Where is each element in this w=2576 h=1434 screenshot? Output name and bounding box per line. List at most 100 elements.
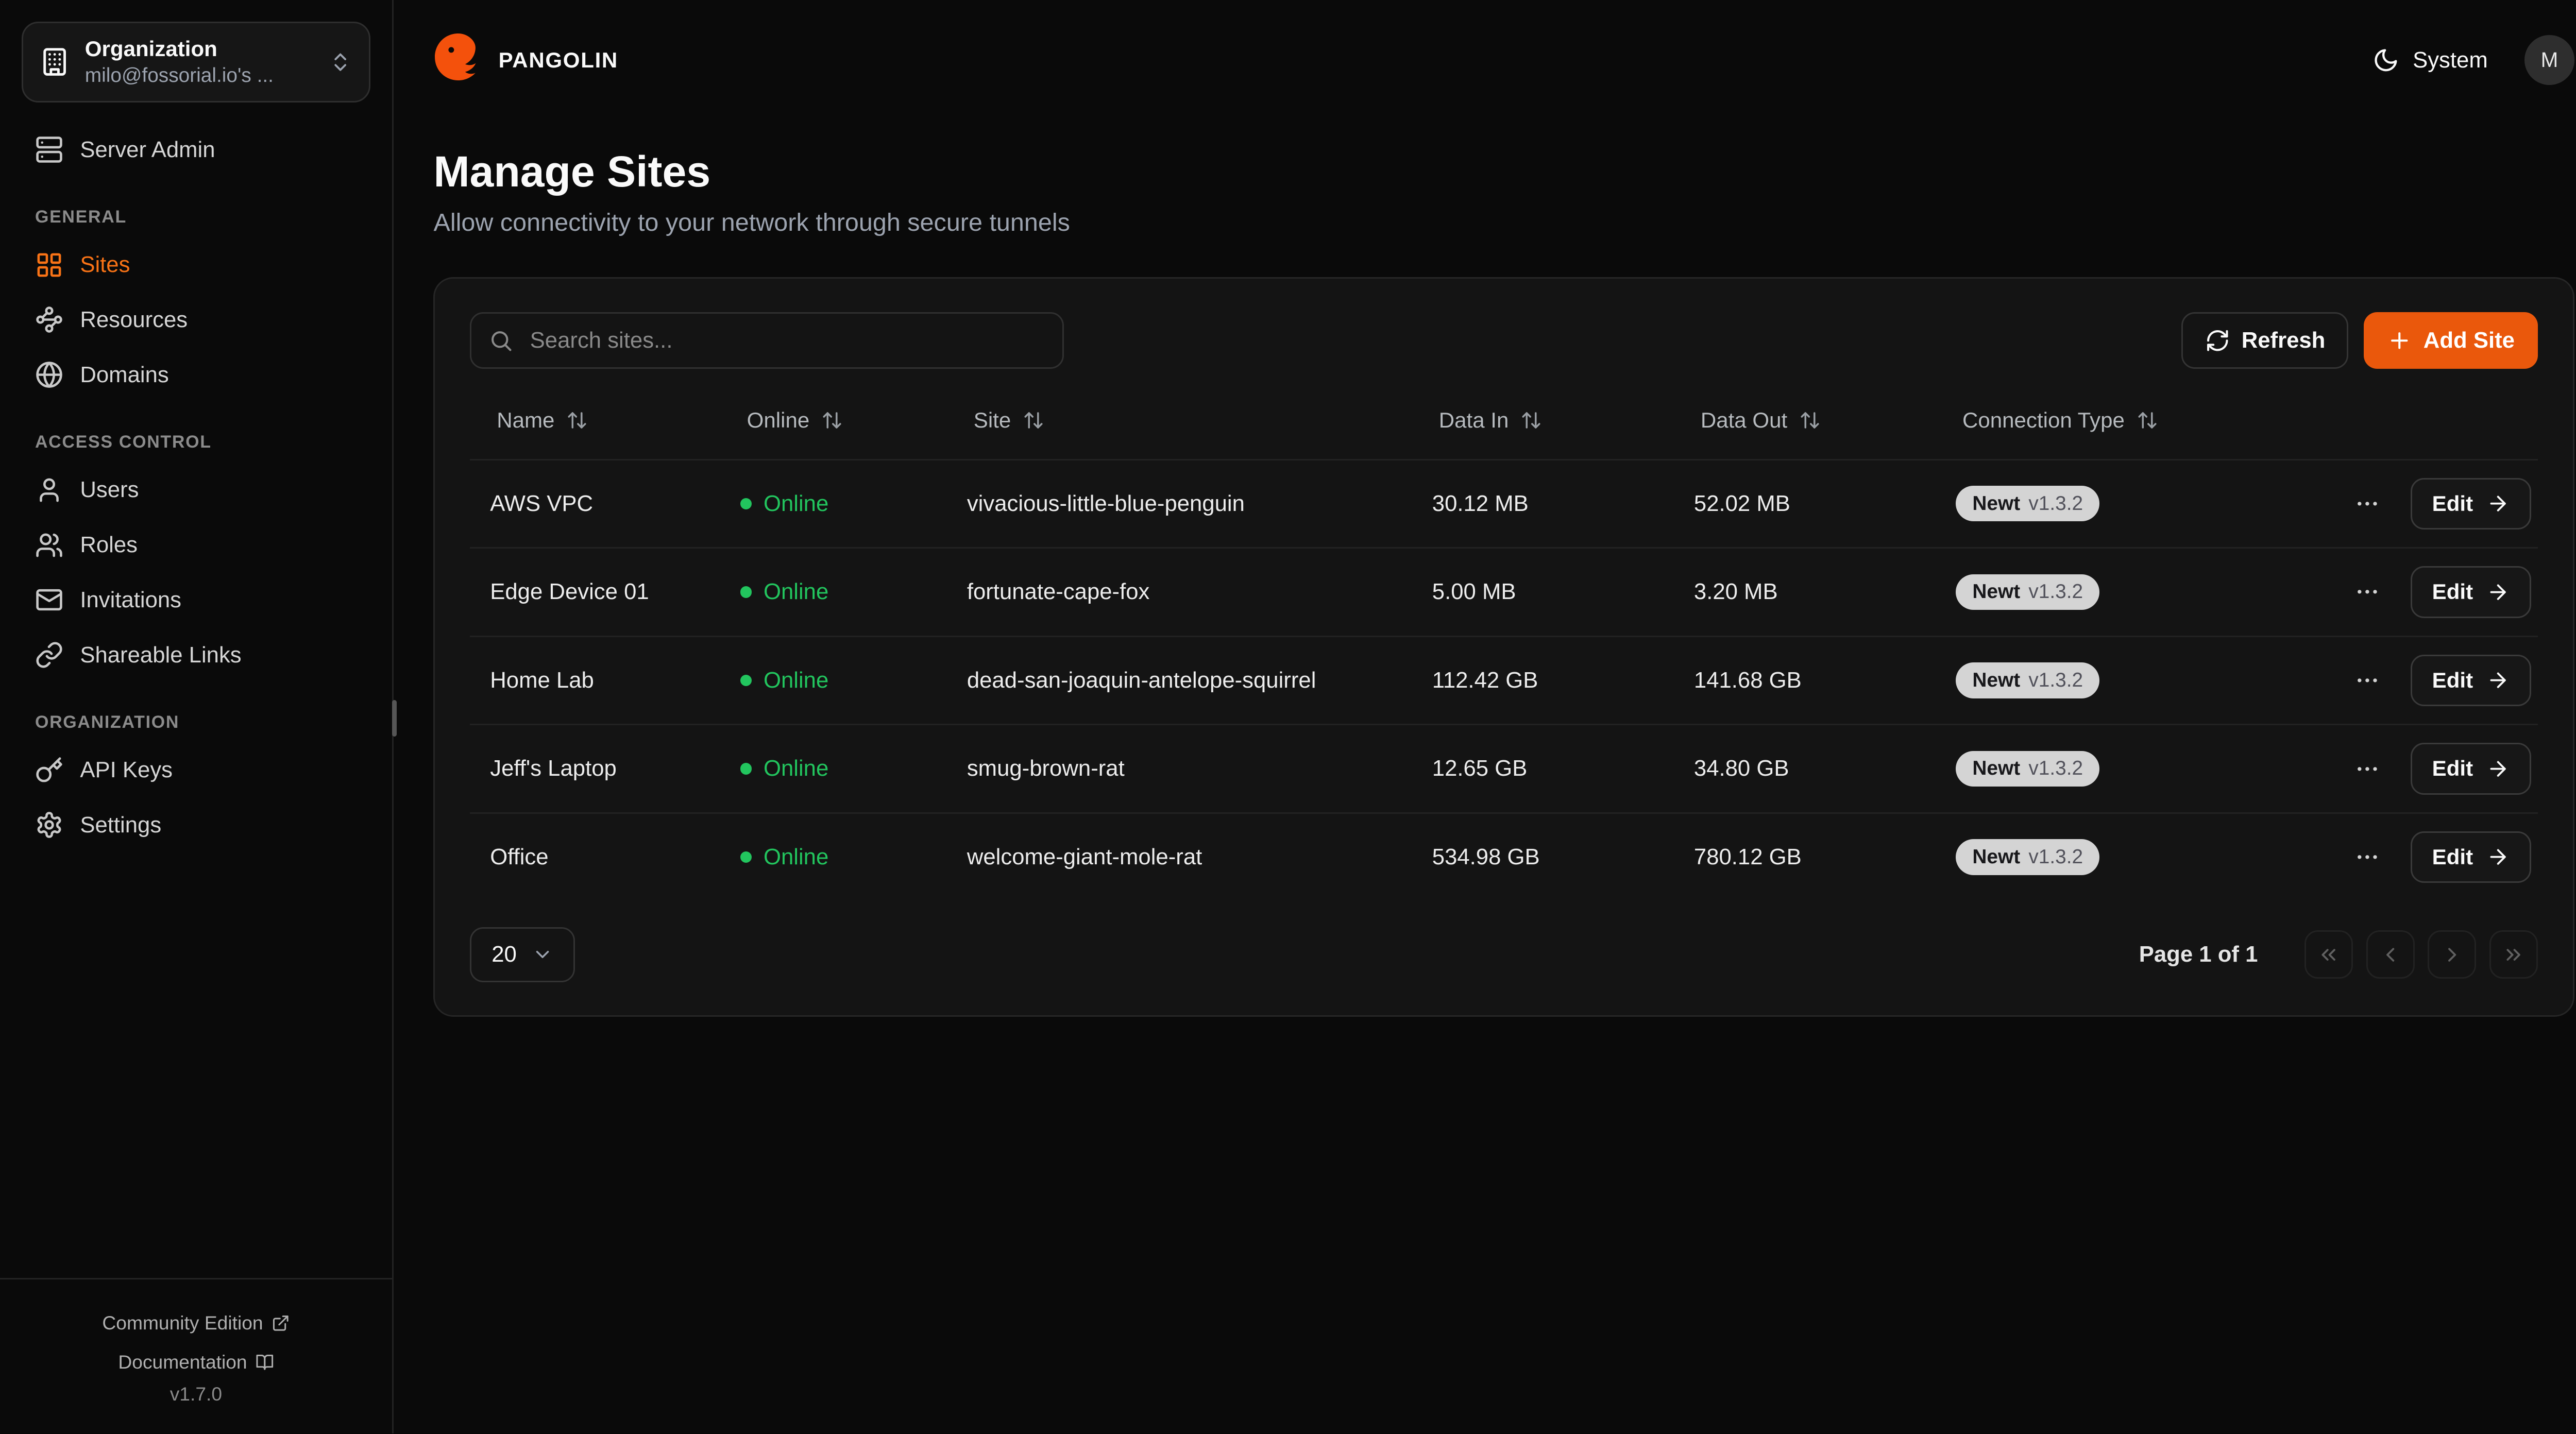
theme-label: System <box>2413 47 2488 73</box>
mail-icon <box>35 586 63 614</box>
data-in: 12.65 GB <box>1432 756 1528 781</box>
refresh-button[interactable]: Refresh <box>2181 312 2349 369</box>
next-page-button[interactable] <box>2428 930 2477 979</box>
pagination: Page 1 of 1 <box>2139 930 2538 979</box>
prev-page-button[interactable] <box>2366 930 2415 979</box>
column-header-online[interactable]: Online <box>720 408 947 433</box>
edit-button[interactable]: Edit <box>2410 477 2532 530</box>
data-in: 112.42 GB <box>1432 667 1538 693</box>
edit-button[interactable]: Edit <box>2410 654 2532 707</box>
ellipsis-icon <box>2357 855 2377 859</box>
column-header-name[interactable]: Name <box>470 408 720 433</box>
site-slug: smug-brown-rat <box>967 756 1125 781</box>
avatar[interactable]: M <box>2524 35 2574 86</box>
sites-grid-icon <box>35 251 63 279</box>
table-footer: 20 Page 1 of 1 <box>470 927 2538 982</box>
site-name: AWS VPC <box>490 490 594 516</box>
sort-icon <box>2138 412 2157 429</box>
org-picker-text: Organization milo@fossorial.io's ... <box>85 35 314 89</box>
connection-type-badge: Newt v1.3.2 <box>1956 750 2100 787</box>
org-picker[interactable]: Organization milo@fossorial.io's ... <box>22 22 370 103</box>
documentation-link[interactable]: Documentation <box>118 1351 274 1373</box>
row-menu-button[interactable] <box>2347 572 2387 612</box>
topbar: PANGOLIN System M <box>433 0 2574 120</box>
online-status: Online <box>720 668 947 693</box>
sidebar-item-label: Shareable Links <box>80 642 242 668</box>
brand-name: PANGOLIN <box>498 47 618 72</box>
row-menu-button[interactable] <box>2347 484 2387 524</box>
sidebar-item-label: Resources <box>80 306 188 332</box>
community-edition-label: Community Edition <box>102 1311 263 1334</box>
edit-button[interactable]: Edit <box>2410 566 2532 618</box>
refresh-icon <box>2207 330 2228 351</box>
add-site-button[interactable]: Add Site <box>2363 312 2538 369</box>
first-page-button[interactable] <box>2304 930 2353 979</box>
sidebar-nav: Server Admin GENERAL Sites Resources Dom <box>0 103 392 1278</box>
sidebar-item-resources[interactable]: Resources <box>22 293 370 348</box>
user-icon <box>35 476 63 504</box>
site-name: Jeff's Laptop <box>490 756 617 781</box>
online-status: Online <box>720 844 947 870</box>
connection-type-cell: Newt v1.3.2 <box>1936 486 2336 522</box>
brand[interactable]: PANGOLIN <box>433 32 618 88</box>
column-header-data-in[interactable]: Data In <box>1412 408 1674 433</box>
search-input[interactable] <box>527 326 1046 355</box>
site-slug: fortunate-cape-fox <box>967 579 1150 605</box>
sidebar-item-label: Users <box>80 477 139 503</box>
page-title: Manage Sites <box>433 147 711 196</box>
sidebar-item-users[interactable]: Users <box>22 463 370 518</box>
ellipsis-icon <box>2357 502 2377 506</box>
connection-type-badge: Newt v1.3.2 <box>1956 486 2100 522</box>
plus-icon <box>2391 332 2408 349</box>
sidebar-item-shareable-links[interactable]: Shareable Links <box>22 627 370 682</box>
gear-icon <box>35 811 63 839</box>
site-name: Home Lab <box>490 667 594 693</box>
row-menu-button[interactable] <box>2347 749 2387 789</box>
row-actions: Edit <box>2336 831 2538 883</box>
sidebar-item-invitations[interactable]: Invitations <box>22 572 370 627</box>
online-dot-icon <box>740 498 752 510</box>
search-box <box>470 312 1064 369</box>
row-menu-button[interactable] <box>2347 837 2387 877</box>
edit-button[interactable]: Edit <box>2410 831 2532 883</box>
sidebar-item-server-admin[interactable]: Server Admin <box>22 122 370 177</box>
topbar-right: System M <box>2372 35 2574 86</box>
table-header: Name Online Site Data In Data Out Connec… <box>470 382 2538 459</box>
page-size-value: 20 <box>492 942 517 967</box>
column-header-site[interactable]: Site <box>947 408 1412 433</box>
connection-type-cell: Newt v1.3.2 <box>1936 839 2336 875</box>
row-menu-button[interactable] <box>2347 660 2387 701</box>
sites-table: Name Online Site Data In Data Out Connec… <box>470 382 2538 900</box>
waypoints-icon <box>35 305 63 334</box>
users-icon <box>35 531 63 559</box>
sidebar-item-label: API Keys <box>80 757 173 783</box>
theme-selector[interactable]: System <box>2372 47 2488 74</box>
sidebar-item-api-keys[interactable]: API Keys <box>22 743 370 798</box>
section-label-general: GENERAL <box>35 207 127 227</box>
online-dot-icon <box>740 586 752 598</box>
add-site-label: Add Site <box>2423 327 2515 353</box>
last-page-button[interactable] <box>2489 930 2538 979</box>
page-subtitle: Allow connectivity to your network throu… <box>433 209 1070 237</box>
sidebar-top: Organization milo@fossorial.io's ... <box>0 0 392 103</box>
column-header-data-out[interactable]: Data Out <box>1674 408 1936 433</box>
avatar-initial: M <box>2540 48 2558 72</box>
sidebar-item-domains[interactable]: Domains <box>22 347 370 402</box>
data-out: 34.80 GB <box>1693 756 1789 781</box>
sidebar-item-label: Invitations <box>80 587 182 612</box>
arrow-right-icon <box>2490 849 2506 865</box>
edit-button[interactable]: Edit <box>2410 743 2532 795</box>
column-header-connection-type[interactable]: Connection Type <box>1936 408 2336 433</box>
moon-icon <box>2375 48 2397 71</box>
ellipsis-icon <box>2357 766 2377 771</box>
row-actions: Edit <box>2336 477 2538 530</box>
community-edition-link[interactable]: Community Edition <box>102 1312 290 1334</box>
sidebar-item-roles[interactable]: Roles <box>22 518 370 573</box>
sidebar-item-settings[interactable]: Settings <box>22 797 370 852</box>
sidebar-item-label: Server Admin <box>80 136 215 162</box>
sidebar-item-sites[interactable]: Sites <box>22 237 370 293</box>
sort-icon <box>1522 412 1540 429</box>
page-size-select[interactable]: 20 <box>470 927 575 982</box>
sidebar-resize-handle[interactable] <box>392 700 397 737</box>
